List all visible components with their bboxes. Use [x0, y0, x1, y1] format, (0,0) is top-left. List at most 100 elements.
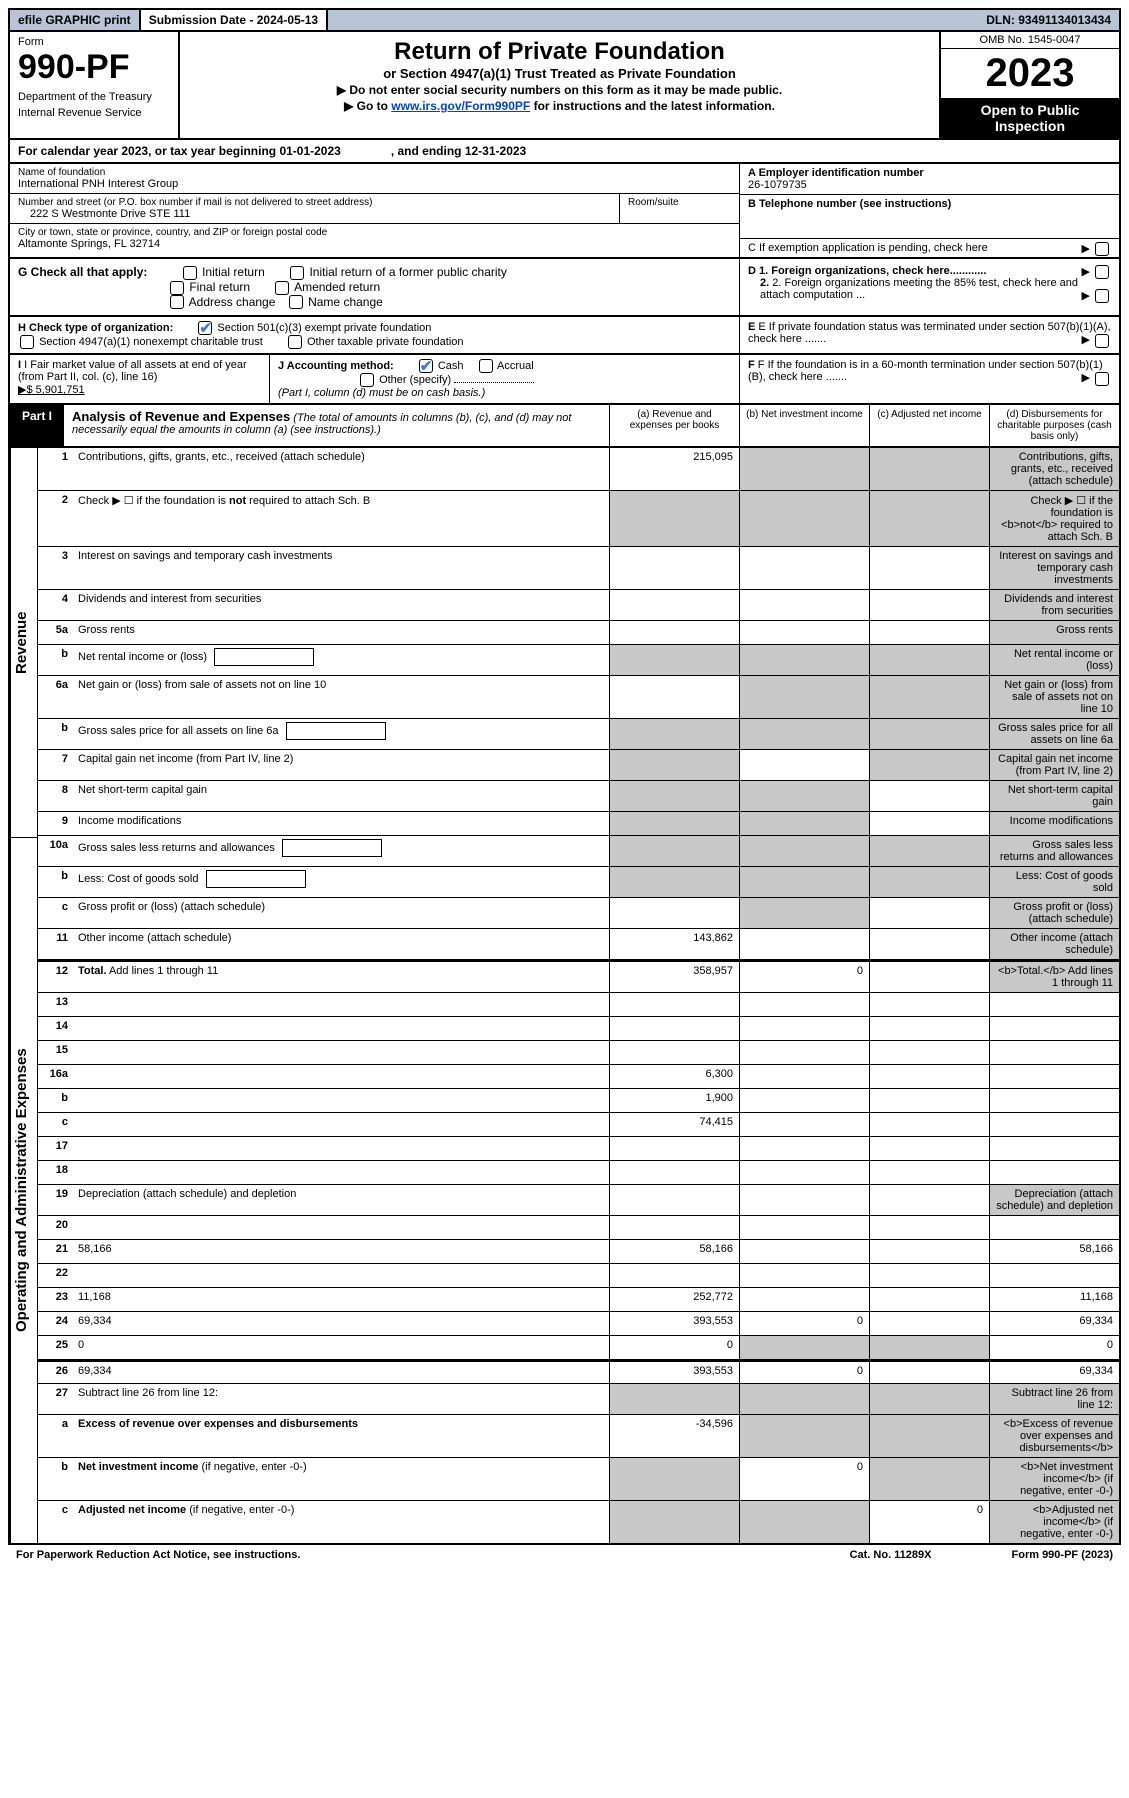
table-row: 13 [38, 993, 1119, 1017]
tax-year: 2023 [941, 49, 1119, 98]
cell-b [739, 1185, 869, 1215]
table-row: 22 [38, 1264, 1119, 1288]
cell-c [869, 993, 989, 1016]
cell-d: 58,166 [989, 1240, 1119, 1263]
cell-d [989, 1113, 1119, 1136]
cell-a [609, 1017, 739, 1040]
cell-b [739, 1216, 869, 1239]
part1-header: Part I Analysis of Revenue and Expenses … [8, 405, 1121, 448]
year-box: OMB No. 1545-0047 2023 Open to Public In… [939, 32, 1119, 138]
cell-d: <b>Total.</b> Add lines 1 through 11 [989, 962, 1119, 992]
table-row: 18 [38, 1161, 1119, 1185]
cell-d: Income modifications [989, 812, 1119, 835]
line-description: Gross profit or (loss) (attach schedule) [74, 898, 609, 928]
table-row: bGross sales price for all assets on lin… [38, 719, 1119, 750]
foreign-85-checkbox[interactable] [1095, 289, 1109, 303]
cell-d [989, 1041, 1119, 1064]
line-number: 20 [38, 1216, 74, 1239]
cell-d: Less: Cost of goods sold [989, 867, 1119, 897]
exemption-checkbox[interactable] [1095, 242, 1109, 256]
foreign-org-checkbox[interactable] [1095, 265, 1109, 279]
cell-c [869, 1161, 989, 1184]
cell-d: <b>Adjusted net income</b> (if negative,… [989, 1501, 1119, 1543]
line-number: 18 [38, 1161, 74, 1184]
goto-note: ▶ Go to www.irs.gov/Form990PF for instru… [188, 99, 931, 113]
60month-checkbox[interactable] [1095, 372, 1109, 386]
cell-d [989, 993, 1119, 1016]
cell-a [609, 1384, 739, 1414]
table-row: 2158,16658,16658,166 [38, 1240, 1119, 1264]
cell-a: -34,596 [609, 1415, 739, 1457]
cell-d: Contributions, gifts, grants, etc., rece… [989, 448, 1119, 490]
cell-b [739, 836, 869, 866]
cell-c [869, 1240, 989, 1263]
efile-print[interactable]: efile GRAPHIC print [10, 10, 141, 30]
line-number: a [38, 1415, 74, 1457]
cell-c [869, 1288, 989, 1311]
table-row: 1Contributions, gifts, grants, etc., rec… [38, 448, 1119, 491]
col-b-header: (b) Net investment income [739, 405, 869, 446]
table-row: bLess: Cost of goods sold Less: Cost of … [38, 867, 1119, 898]
line-description [74, 1216, 609, 1239]
line-description: 0 [74, 1336, 609, 1359]
cell-d: <b>Excess of revenue over expenses and d… [989, 1415, 1119, 1457]
identity-section: Name of foundation International PNH Int… [8, 164, 1121, 259]
check-section-he: H Check type of organization: Section 50… [8, 317, 1121, 355]
form990pf-link[interactable]: www.irs.gov/Form990PF [391, 99, 530, 113]
cell-b: 0 [739, 1458, 869, 1500]
cell-d [989, 1216, 1119, 1239]
address-change-checkbox[interactable] [170, 295, 184, 309]
cell-d: Check ▶ ☐ if the foundation is <b>not</b… [989, 491, 1119, 546]
table-row: aExcess of revenue over expenses and dis… [38, 1415, 1119, 1458]
cell-a [609, 1161, 739, 1184]
line-number: 3 [38, 547, 74, 589]
revenue-side-label: Revenue [10, 448, 38, 838]
line-number: c [38, 1113, 74, 1136]
street-address: 222 S Westmonte Drive STE 111 [18, 208, 611, 220]
table-row: 7Capital gain net income (from Part IV, … [38, 750, 1119, 781]
line-description: Contributions, gifts, grants, etc., rece… [74, 448, 609, 490]
final-return-checkbox[interactable] [170, 281, 184, 295]
cell-a [609, 645, 739, 675]
cell-b [739, 719, 869, 749]
terminated-checkbox[interactable] [1095, 334, 1109, 348]
cell-a [609, 719, 739, 749]
line-number: 23 [38, 1288, 74, 1311]
line-number: 5a [38, 621, 74, 644]
cell-a [609, 590, 739, 620]
cell-a: 358,957 [609, 962, 739, 992]
accrual-checkbox[interactable] [479, 359, 493, 373]
other-taxable-checkbox[interactable] [288, 335, 302, 349]
cell-b: 0 [739, 962, 869, 992]
cell-c [869, 750, 989, 780]
cell-c [869, 812, 989, 835]
line-number: 8 [38, 781, 74, 811]
cell-b [739, 1041, 869, 1064]
cell-d: Gross profit or (loss) (attach schedule) [989, 898, 1119, 928]
line-description: Excess of revenue over expenses and disb… [74, 1415, 609, 1457]
cell-a [609, 812, 739, 835]
name-change-checkbox[interactable] [289, 295, 303, 309]
initial-former-checkbox[interactable] [290, 266, 304, 280]
cell-c [869, 1137, 989, 1160]
cell-a [609, 1185, 739, 1215]
cash-checkbox[interactable] [419, 359, 433, 373]
expenses-side-label: Operating and Administrative Expenses [10, 838, 38, 1543]
line-description [74, 1137, 609, 1160]
4947a1-checkbox[interactable] [20, 335, 34, 349]
cell-a [609, 1501, 739, 1543]
initial-return-checkbox[interactable] [183, 266, 197, 280]
cell-c [869, 1312, 989, 1335]
cell-d: 69,334 [989, 1312, 1119, 1335]
cell-a [609, 750, 739, 780]
other-method-checkbox[interactable] [360, 373, 374, 387]
501c3-checkbox[interactable] [198, 321, 212, 335]
amended-return-checkbox[interactable] [275, 281, 289, 295]
dln: DLN: 93491134013434 [978, 10, 1119, 30]
cell-c [869, 929, 989, 959]
cell-b [739, 1501, 869, 1543]
cell-a [609, 898, 739, 928]
cell-b: 0 [739, 1312, 869, 1335]
cell-c: 0 [869, 1501, 989, 1543]
form-number: 990-PF [18, 48, 170, 87]
